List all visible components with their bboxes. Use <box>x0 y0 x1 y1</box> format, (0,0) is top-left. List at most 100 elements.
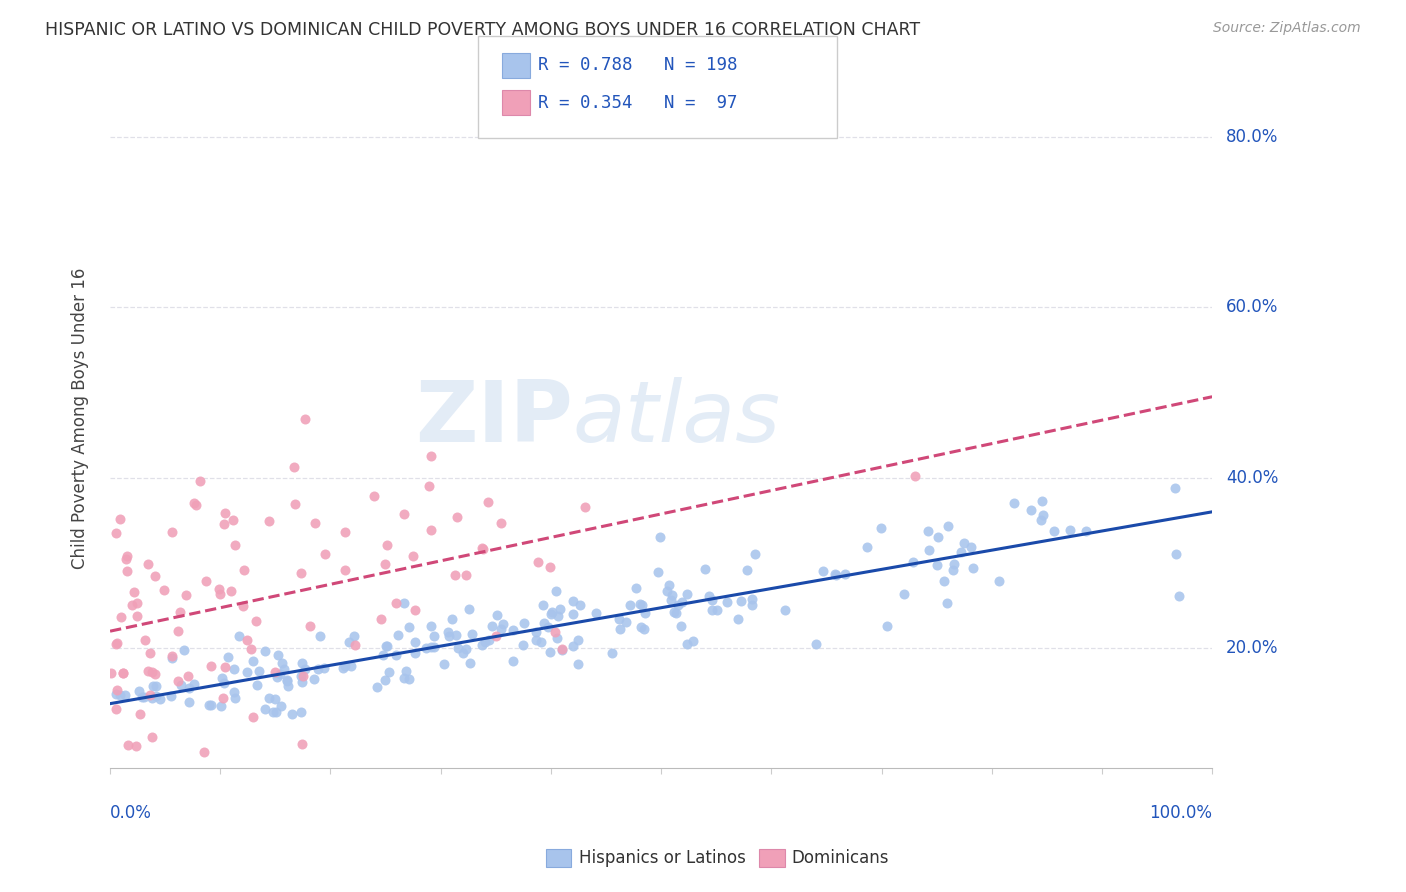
Y-axis label: Child Poverty Among Boys Under 16: Child Poverty Among Boys Under 16 <box>72 268 89 569</box>
Point <box>343 629 366 643</box>
Point <box>131 690 153 705</box>
Point <box>664 605 686 619</box>
Point <box>104 702 127 716</box>
Point <box>824 566 846 581</box>
Point <box>461 627 484 641</box>
Point <box>290 656 312 670</box>
Point <box>585 606 607 620</box>
Point <box>1059 523 1081 537</box>
Point <box>988 574 1011 588</box>
Text: R = 0.788   N = 198: R = 0.788 N = 198 <box>538 56 738 74</box>
Point <box>544 624 567 639</box>
Point <box>548 601 571 615</box>
Point <box>224 685 246 699</box>
Point <box>304 516 326 530</box>
Point <box>856 540 879 554</box>
Point <box>489 622 512 636</box>
Point <box>661 588 683 602</box>
Point <box>451 646 474 660</box>
Point <box>273 662 295 676</box>
Point <box>671 618 693 632</box>
Text: 60.0%: 60.0% <box>1226 298 1278 317</box>
Point <box>200 658 222 673</box>
Point <box>105 687 128 701</box>
Point <box>659 592 682 607</box>
Point <box>294 412 316 426</box>
Point <box>104 526 127 541</box>
Point <box>546 584 568 599</box>
Point <box>447 640 470 655</box>
Point <box>222 513 245 527</box>
Point <box>700 593 723 607</box>
Point <box>224 538 246 552</box>
Point <box>125 739 148 754</box>
Point <box>394 596 416 610</box>
Point <box>474 635 496 649</box>
Point <box>398 672 420 686</box>
Point <box>100 665 122 680</box>
Point <box>122 585 145 599</box>
Point <box>257 515 280 529</box>
Point <box>184 499 207 513</box>
Point <box>214 506 236 520</box>
Text: HISPANIC OR LATINO VS DOMINICAN CHILD POVERTY AMONG BOYS UNDER 16 CORRELATION CH: HISPANIC OR LATINO VS DOMINICAN CHILD PO… <box>45 21 920 38</box>
Point <box>419 640 441 654</box>
Point <box>233 563 256 577</box>
Point <box>283 459 305 474</box>
Point <box>270 698 292 713</box>
Point <box>222 662 245 676</box>
Point <box>125 609 148 624</box>
Point <box>271 656 294 670</box>
Point <box>141 665 163 679</box>
Point <box>1019 502 1042 516</box>
Point <box>173 642 195 657</box>
Point <box>481 619 503 633</box>
Point <box>247 664 270 678</box>
Point <box>904 468 927 483</box>
Point <box>276 673 298 688</box>
Point <box>538 645 561 659</box>
Point <box>444 568 467 582</box>
Point <box>245 678 267 692</box>
Point <box>284 497 307 511</box>
Point <box>700 603 723 617</box>
Point <box>633 622 655 636</box>
Point <box>526 555 548 569</box>
Point <box>893 587 915 601</box>
Point <box>371 648 394 662</box>
Point <box>949 545 972 559</box>
Point <box>312 660 335 674</box>
Point <box>671 594 693 608</box>
Point <box>869 520 891 534</box>
Point <box>706 603 728 617</box>
Point <box>266 670 288 684</box>
Point <box>693 562 716 576</box>
Point <box>1002 496 1025 510</box>
Point <box>541 606 564 620</box>
Point <box>1074 524 1097 538</box>
Point <box>245 615 267 629</box>
Point <box>105 635 128 649</box>
Point <box>404 635 426 649</box>
Point <box>574 500 596 514</box>
Point <box>953 536 976 550</box>
Point <box>337 634 360 648</box>
Point <box>177 669 200 683</box>
Point <box>145 689 167 703</box>
Point <box>160 689 183 703</box>
Text: ZIP: ZIP <box>415 376 572 459</box>
Point <box>561 639 583 653</box>
Text: 100.0%: 100.0% <box>1149 804 1212 822</box>
Point <box>917 524 939 539</box>
Point <box>112 666 135 681</box>
Point <box>607 612 630 626</box>
Point <box>211 671 233 685</box>
Point <box>257 691 280 706</box>
Point <box>242 710 264 724</box>
Point <box>236 665 259 679</box>
Point <box>492 617 515 632</box>
Point <box>162 524 184 539</box>
Point <box>370 612 392 626</box>
Point <box>440 611 463 625</box>
Point <box>551 643 574 657</box>
